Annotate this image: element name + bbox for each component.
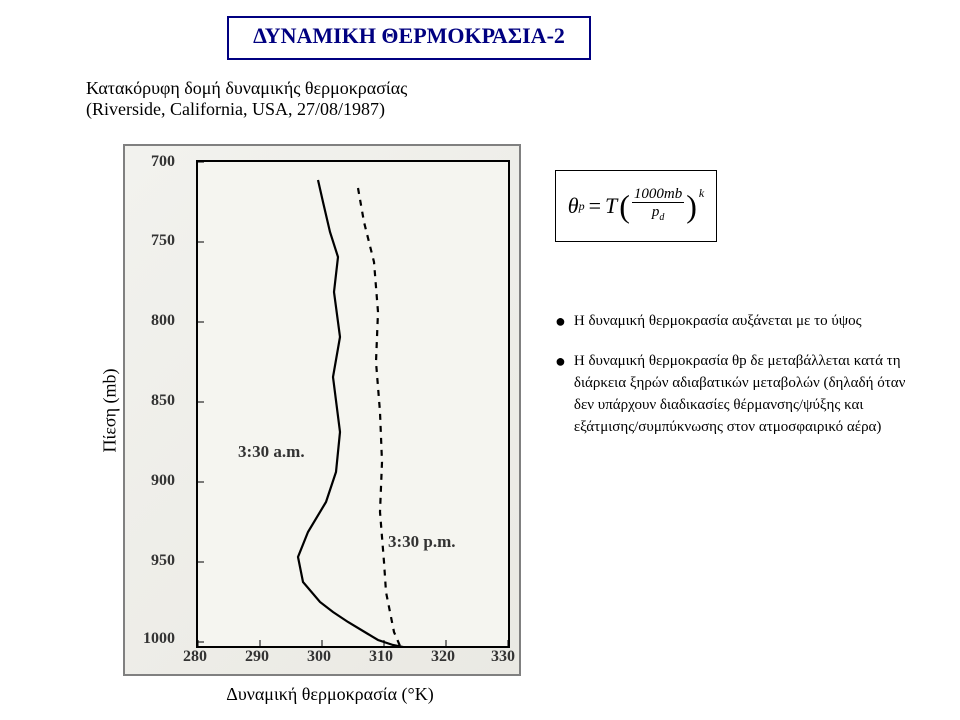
bullet-item-2: ● Η δυναμική θερμοκρασία θp δε μεταβάλλε… <box>555 350 925 438</box>
xtick-290: 290 <box>245 648 269 666</box>
formula-p-sub: p <box>579 199 585 214</box>
chart-frame: 3:30 a.m. 3:30 p.m. <box>196 160 510 648</box>
page-title: ΔΥΝΑΜΙΚΗ ΘΕΡΜΟΚΡΑΣΙΑ-2 <box>227 16 591 60</box>
ytick-700: 700 <box>151 153 175 171</box>
chart-annot-2: 3:30 p.m. <box>388 532 456 552</box>
page-title-text: ΔΥΝΑΜΙΚΗ ΘΕΡΜΟΚΡΑΣΙΑ-2 <box>253 23 565 48</box>
xtick-280: 280 <box>183 648 207 666</box>
chart-dashed-line <box>358 188 420 646</box>
chart-panel: 3:30 a.m. 3:30 p.m. 700 750 800 850 900 … <box>123 144 521 676</box>
bullet-dot-icon: ● <box>555 310 566 332</box>
subtitle-line1: Κατακόρυφη δομή δυναμικής θερμοκρασίας <box>86 78 407 99</box>
formula-numerator: 1000mb <box>632 186 684 203</box>
ytick-950: 950 <box>151 552 175 570</box>
xtick-310: 310 <box>369 648 393 666</box>
chart-solid-line <box>298 180 460 646</box>
ytick-750: 750 <box>151 232 175 250</box>
xtick-300: 300 <box>307 648 331 666</box>
formula-T: T <box>605 193 617 219</box>
ytick-1000: 1000 <box>143 630 175 648</box>
y-axis-label: Πίεση (mb) <box>100 351 121 471</box>
formula-equals: = <box>589 193 601 219</box>
ytick-800: 800 <box>151 312 175 330</box>
x-axis-label: Δυναμική θερμοκρασία (°K) <box>200 684 460 705</box>
chart-annot-1: 3:30 a.m. <box>238 442 305 462</box>
bullet-item-1: ● Η δυναμική θερμοκρασία αυξάνεται με το… <box>555 310 925 332</box>
xtick-330: 330 <box>491 648 515 666</box>
subtitle-block: Κατακόρυφη δομή δυναμικής θερμοκρασίας (… <box>86 78 407 120</box>
formula-exp: k <box>699 186 704 201</box>
subtitle-line2: (Riverside, California, USA, 27/08/1987) <box>86 99 407 120</box>
bullet-text-2: Η δυναμική θερμοκρασία θp δε μεταβάλλετα… <box>574 350 925 438</box>
bullet-list: ● Η δυναμική θερμοκρασία αυξάνεται με το… <box>555 310 925 438</box>
chart-lines <box>198 162 508 646</box>
ytick-900: 900 <box>151 472 175 490</box>
xtick-320: 320 <box>431 648 455 666</box>
bullet-dot-icon: ● <box>555 350 566 372</box>
y-axis-label-text: Πίεση (mb) <box>100 369 120 453</box>
ytick-850: 850 <box>151 392 175 410</box>
formula-theta: θ <box>568 193 579 219</box>
bullet-text-1: Η δυναμική θερμοκρασία αυξάνεται με το ύ… <box>574 310 862 332</box>
x-axis-label-text: Δυναμική θερμοκρασία (°K) <box>226 684 434 704</box>
formula-box: θ p = T ( 1000mb pd ) k <box>555 170 717 242</box>
formula-den-d: d <box>659 212 664 223</box>
